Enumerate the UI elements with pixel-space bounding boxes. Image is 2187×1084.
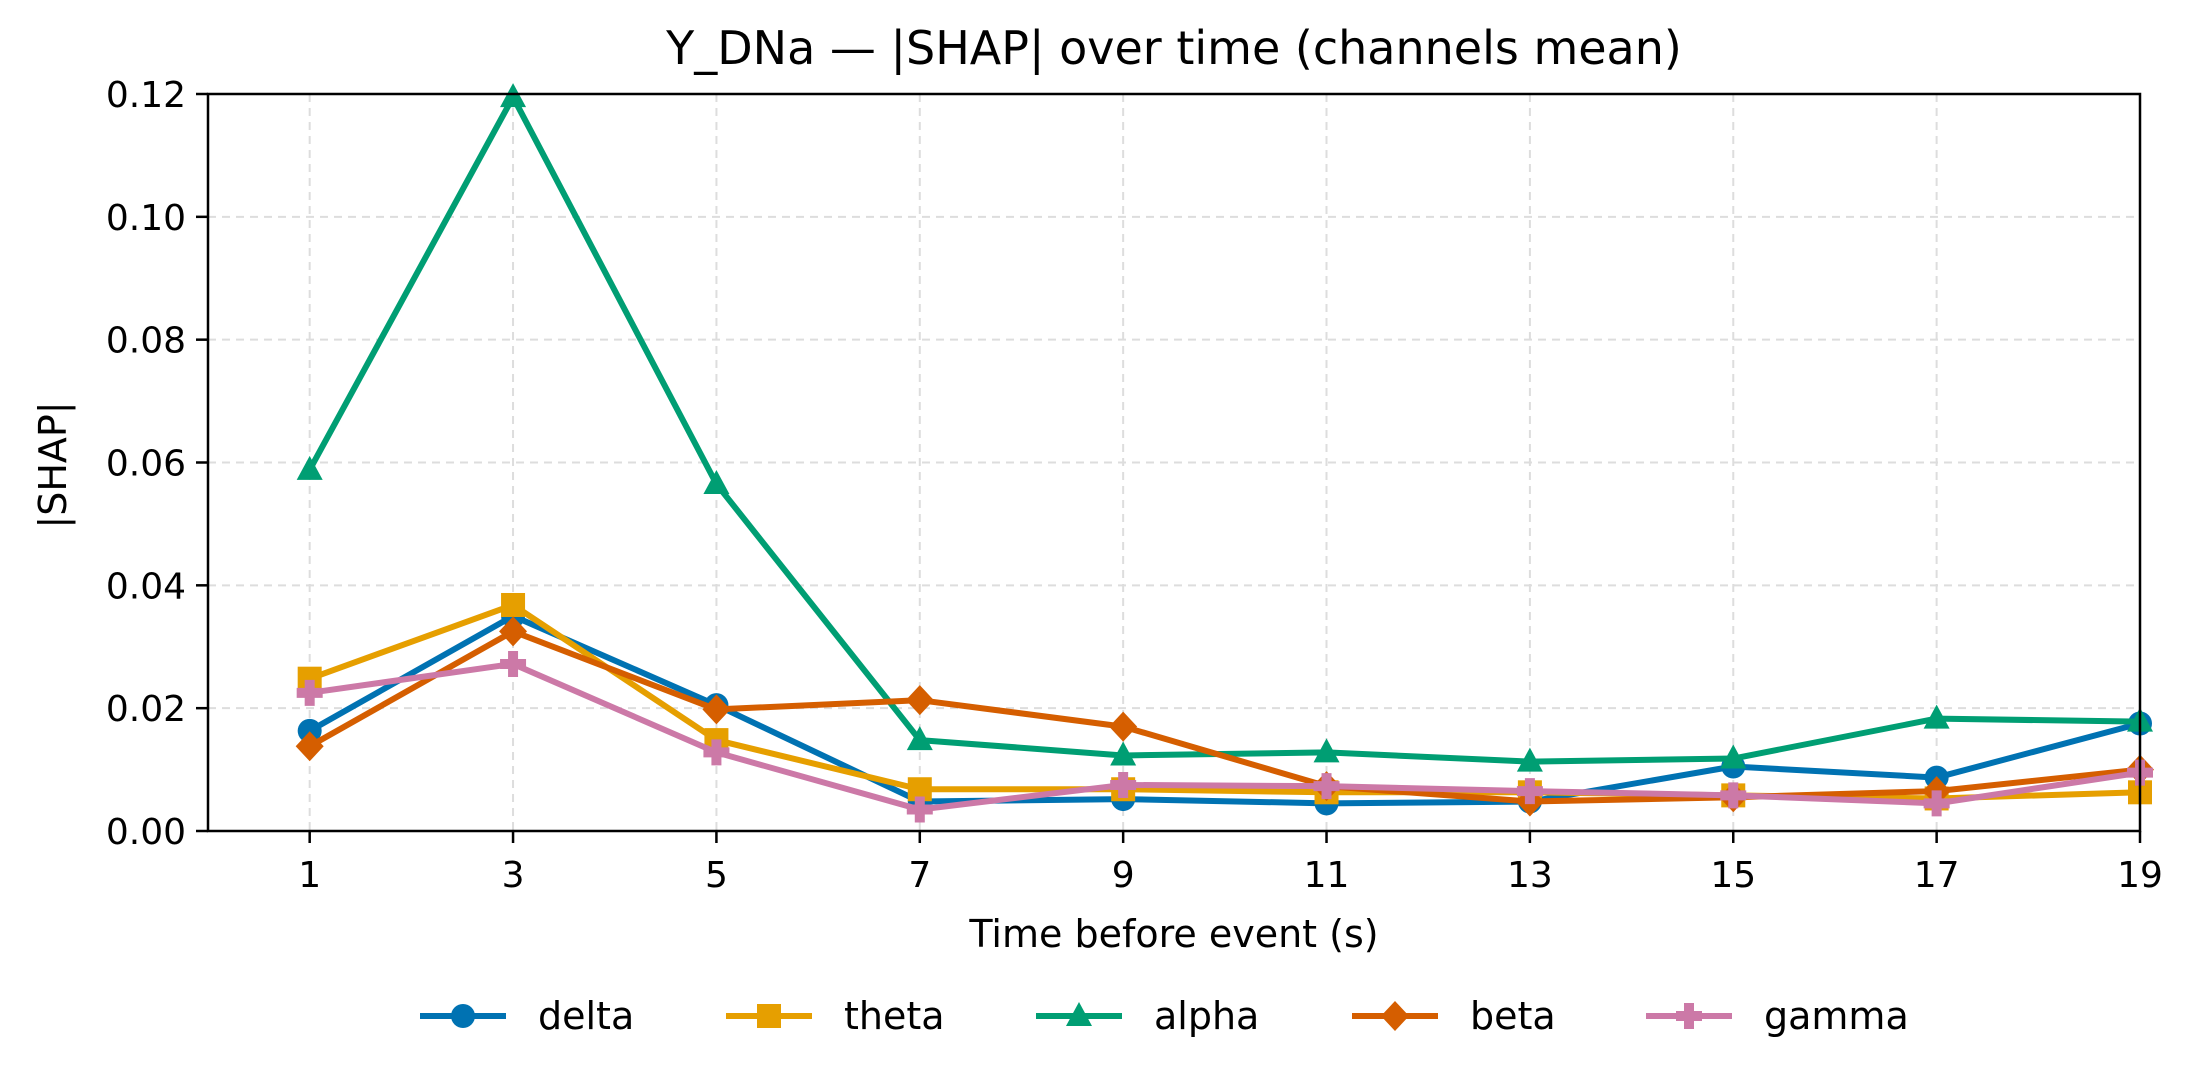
data-point-beta: [905, 685, 934, 716]
y-tick-label: 0.10: [106, 198, 186, 239]
data-point-beta: [295, 731, 324, 762]
legend-swatch-marker: [451, 1004, 475, 1028]
data-point-gamma: [1110, 771, 1137, 798]
data-point-alpha: [1720, 744, 1747, 769]
data-point-beta: [1109, 711, 1138, 742]
y-tick-label: 0.02: [106, 689, 186, 730]
legend: delta theta alpha beta gamma: [420, 994, 1909, 1038]
y-tick-label: 0.00: [106, 812, 186, 853]
y-axis-label: |SHAP|: [31, 401, 76, 528]
data-point-alpha: [906, 726, 933, 751]
data-point-beta: [499, 616, 528, 647]
x-tick-label: 17: [1914, 855, 1960, 896]
data-point-gamma: [1516, 778, 1543, 805]
data-point-alpha: [703, 469, 730, 494]
series-line-gamma: [306, 660, 2143, 813]
data-point-alpha: [296, 455, 323, 480]
legend-swatch-marker: [757, 1004, 781, 1028]
x-tick-label: 5: [705, 855, 728, 896]
x-tick-label: 7: [908, 855, 931, 896]
data-point-alpha: [1110, 741, 1137, 766]
y-tick-label: 0.12: [106, 75, 186, 116]
data-point-theta: [501, 592, 526, 617]
legend-label-delta: delta: [538, 994, 634, 1038]
axis-ticks: 1 3 5 7 9 11 13 15 17 190.000.020.040.060.080.100…: [106, 75, 2163, 896]
data-point-gamma: [906, 796, 933, 823]
data-point-gamma: [1313, 773, 1340, 800]
legend-swatch-marker: [1381, 1001, 1409, 1031]
legend-label-gamma: gamma: [1764, 994, 1909, 1038]
x-tick-label: 11: [1304, 855, 1350, 896]
data-point-alpha: [1313, 738, 1340, 763]
y-tick-label: 0.08: [106, 321, 186, 362]
data-point-gamma: [1923, 790, 1950, 817]
legend-swatch-marker: [1066, 1002, 1092, 1026]
series-line-delta: [306, 613, 2143, 807]
x-tick-label: 13: [1507, 855, 1553, 896]
data-point-gamma: [703, 739, 730, 766]
series-line-beta: [306, 628, 2143, 805]
x-tick-label: 15: [1710, 855, 1756, 896]
x-tick-label: 19: [2117, 855, 2163, 896]
data-point-alpha: [1923, 704, 1950, 729]
data-point-gamma: [296, 679, 323, 706]
y-tick-label: 0.06: [106, 444, 186, 485]
data-point-delta: [297, 718, 322, 743]
x-tick-label: 9: [1112, 855, 1135, 896]
data-point-gamma: [1720, 782, 1747, 809]
x-axis-label: Time before event (s): [968, 912, 1378, 956]
chart-title: Y_DNa — |SHAP| over time (channels mean): [665, 21, 1682, 76]
legend-item-delta: delta: [420, 994, 634, 1038]
x-tick-label: 1: [298, 855, 321, 896]
legend-label-alpha: alpha: [1154, 994, 1259, 1038]
data-point-gamma: [500, 650, 527, 677]
x-tick-label: 3: [502, 855, 525, 896]
legend-swatch-marker: [1676, 1003, 1702, 1029]
legend-item-beta: beta: [1352, 994, 1556, 1038]
legend-label-theta: theta: [844, 994, 945, 1038]
legend-label-beta: beta: [1470, 994, 1556, 1038]
series-lines: [295, 83, 2154, 823]
data-point-beta: [702, 694, 731, 725]
legend-item-theta: theta: [726, 994, 945, 1038]
legend-item-gamma: gamma: [1646, 994, 1909, 1038]
y-tick-label: 0.04: [106, 566, 186, 607]
data-point-alpha: [1516, 747, 1543, 772]
legend-item-alpha: alpha: [1036, 994, 1259, 1038]
